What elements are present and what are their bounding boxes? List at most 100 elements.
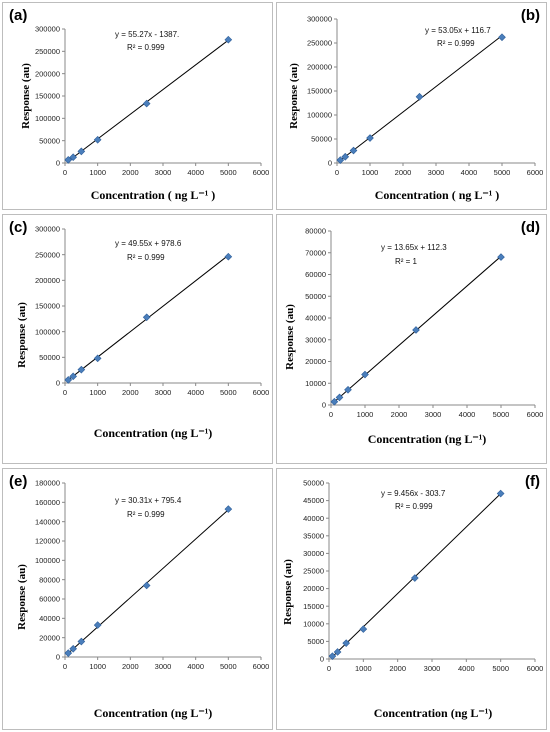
y-tick-label: 200000 bbox=[35, 276, 60, 285]
data-point bbox=[224, 252, 233, 261]
x-tick-label: 6000 bbox=[253, 388, 270, 397]
x-tick-label: 3000 bbox=[155, 168, 172, 177]
y-tick-label: 140000 bbox=[35, 517, 60, 526]
x-tick-label: 0 bbox=[63, 168, 67, 177]
regression-equation: y = 13.65x + 112.3 bbox=[381, 243, 447, 252]
y-tick-label: 250000 bbox=[307, 39, 332, 48]
y-tick-label: 80000 bbox=[305, 227, 326, 236]
data-point bbox=[77, 147, 86, 156]
regression-equation: y = 9.456x - 303.7 bbox=[381, 489, 446, 498]
panel-label-e: (e) bbox=[9, 473, 28, 490]
y-tick-label: 200000 bbox=[307, 63, 332, 72]
data-point bbox=[498, 33, 506, 42]
data-point bbox=[366, 134, 374, 142]
x-tick-label: 3000 bbox=[425, 410, 442, 419]
data-point bbox=[411, 574, 419, 582]
y-tick-label: 120000 bbox=[35, 537, 60, 546]
x-tick-label: 4000 bbox=[458, 664, 475, 673]
x-tick-label: 2000 bbox=[391, 410, 408, 419]
x-tick-label: 0 bbox=[327, 664, 331, 673]
x-tick-label: 3000 bbox=[155, 388, 172, 397]
y-axis-label: Response (au) bbox=[284, 304, 296, 370]
data-point bbox=[335, 393, 344, 402]
y-tick-label: 100000 bbox=[307, 111, 332, 120]
regression-equation: y = 30.31x + 795.4 bbox=[115, 496, 182, 505]
y-tick-label: 50000 bbox=[311, 135, 332, 144]
y-axis-label: Response (au) bbox=[288, 63, 300, 129]
chart-svg-b: 0 50000 100000 150000 200000 250000 300000 0 100… bbox=[288, 15, 544, 202]
r-squared-label: R² = 0.999 bbox=[437, 39, 475, 48]
x-tick-label: 5000 bbox=[220, 662, 237, 671]
x-tick-label: 4000 bbox=[459, 410, 476, 419]
x-tick-label: 3000 bbox=[428, 168, 445, 177]
x-tick-label: 1000 bbox=[89, 168, 106, 177]
data-point bbox=[328, 652, 337, 661]
y-tick-label: 250000 bbox=[35, 47, 60, 56]
chart-panel-c: 0 50000 100000 150000 200000 250000 300000 0 100… bbox=[2, 214, 273, 464]
x-tick-label: 1000 bbox=[357, 410, 374, 419]
y-tick-label: 0 bbox=[322, 401, 326, 410]
x-axis-label: Concentration ( ng L⁻¹ ) bbox=[375, 188, 500, 202]
x-tick-label: 5000 bbox=[493, 410, 510, 419]
data-point bbox=[69, 153, 77, 162]
y-tick-label: 60000 bbox=[39, 595, 60, 604]
data-point bbox=[344, 385, 352, 394]
chart-panel-e: 0 20000 40000 60000 80000 100000 120000 140000 1… bbox=[2, 468, 273, 730]
x-tick-label: 6000 bbox=[527, 168, 544, 177]
y-tick-label: 10000 bbox=[303, 619, 324, 628]
data-point bbox=[64, 649, 73, 657]
y-tick-label: 80000 bbox=[39, 575, 60, 584]
x-tick-label: 5000 bbox=[492, 664, 509, 673]
data-point bbox=[349, 146, 358, 155]
y-tick-label: 180000 bbox=[35, 479, 60, 488]
trend-line bbox=[67, 39, 229, 162]
data-point bbox=[497, 253, 505, 261]
y-tick-label: 50000 bbox=[305, 292, 326, 301]
y-tick-label: 100000 bbox=[35, 556, 60, 565]
chart-panel-d: 0 10000 20000 30000 40000 50000 60000 70000 8000… bbox=[276, 214, 547, 464]
x-tick-label: 4000 bbox=[187, 662, 204, 671]
y-tick-label: 250000 bbox=[35, 250, 60, 259]
data-point bbox=[341, 152, 350, 161]
data-point bbox=[69, 644, 77, 653]
data-point bbox=[224, 35, 233, 44]
data-point bbox=[69, 372, 77, 381]
x-tick-label: 6000 bbox=[527, 410, 544, 419]
x-tick-label: 0 bbox=[63, 388, 67, 397]
data-point bbox=[142, 99, 151, 108]
data-point bbox=[93, 621, 102, 629]
panel-label-a: (a) bbox=[9, 7, 28, 24]
r-squared-label: R² = 1 bbox=[395, 257, 418, 266]
y-tick-label: 300000 bbox=[307, 15, 332, 24]
x-tick-label: 4000 bbox=[461, 168, 478, 177]
y-tick-label: 150000 bbox=[35, 92, 60, 101]
y-tick-label: 300000 bbox=[35, 225, 60, 234]
y-axis-label: Response (au) bbox=[16, 564, 28, 630]
r-squared-label: R² = 0.999 bbox=[395, 502, 433, 511]
y-tick-label: 30000 bbox=[303, 549, 324, 558]
y-tick-label: 160000 bbox=[35, 498, 60, 507]
chart-svg-d: 0100002000030000400005000060000700008000… bbox=[284, 227, 544, 446]
data-point bbox=[330, 397, 339, 406]
x-tick-label: 2000 bbox=[122, 388, 139, 397]
y-tick-label: 40000 bbox=[305, 314, 326, 323]
data-point bbox=[224, 505, 233, 513]
chart-panel-f: 0 5000 10000 15000 20000 25000 30000 35000 40000… bbox=[276, 468, 547, 730]
data-point bbox=[336, 156, 345, 164]
x-tick-label: 5000 bbox=[220, 168, 237, 177]
x-axis-label: Concentration (ng L⁻¹) bbox=[94, 426, 213, 440]
y-tick-label: 25000 bbox=[303, 567, 324, 576]
chart-svg-a: 0 50000 100000 150000 200000 250000 300000 0 100… bbox=[20, 25, 270, 202]
x-tick-label: 6000 bbox=[253, 168, 270, 177]
data-point bbox=[342, 639, 350, 647]
x-tick-label: 2000 bbox=[122, 168, 139, 177]
chart-svg-e: 0200004000060000800001000001200001400001… bbox=[16, 479, 269, 720]
x-axis-label: Concentration ( ng L⁻¹ ) bbox=[91, 188, 216, 202]
data-point bbox=[64, 376, 73, 384]
data-point bbox=[412, 326, 420, 334]
r-squared-label: R² = 0.999 bbox=[127, 253, 165, 262]
x-tick-label: 3000 bbox=[424, 664, 441, 673]
x-tick-label: 5000 bbox=[494, 168, 511, 177]
x-tick-label: 0 bbox=[63, 662, 67, 671]
x-tick-label: 2000 bbox=[395, 168, 412, 177]
